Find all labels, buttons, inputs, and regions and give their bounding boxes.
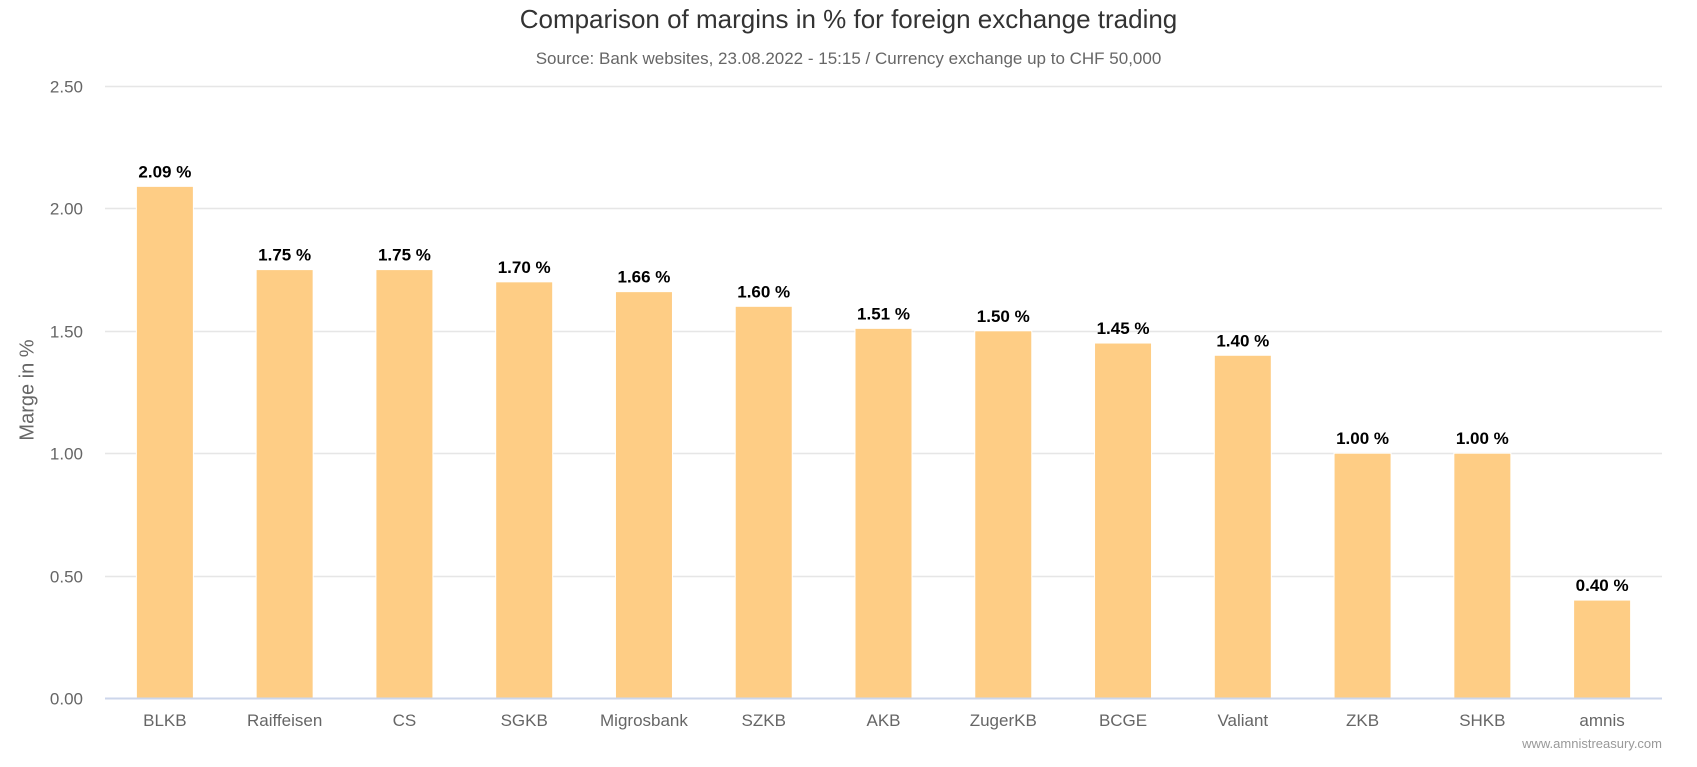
y-tick-label: 2.50	[50, 78, 83, 97]
y-tick-label: 1.50	[50, 323, 83, 342]
x-tick-label: CS	[393, 711, 417, 730]
credits-link[interactable]: www.amnistreasury.com	[1522, 736, 1662, 751]
data-labels: 2.09 % 1.75 % 1.75 % 1.70 % 1.66 % 1.60 % 1.51…	[138, 162, 1628, 595]
bar-zkb[interactable]	[1333, 452, 1392, 699]
x-tick-label: SGKB	[501, 711, 548, 730]
x-tick-label: SHKB	[1459, 711, 1505, 730]
chart-title: Comparison of margins in % for foreign e…	[519, 4, 1178, 34]
bar-shkb[interactable]	[1453, 452, 1512, 699]
bar-amnis[interactable]	[1573, 599, 1632, 699]
data-label: 1.75 %	[378, 246, 431, 265]
data-label: 1.45 %	[1097, 319, 1150, 338]
x-tick-label: AKB	[866, 711, 900, 730]
x-tick-label: ZugerKB	[970, 711, 1037, 730]
bar-migrosbank[interactable]	[614, 291, 673, 699]
x-tick-label: Valiant	[1217, 711, 1268, 730]
data-label: 1.66 %	[617, 268, 670, 287]
data-label: 1.70 %	[498, 258, 551, 277]
y-tick-label: 2.00	[50, 200, 83, 219]
data-label: 1.51 %	[857, 304, 910, 323]
x-tick-label: BCGE	[1099, 711, 1147, 730]
bar-cs[interactable]	[375, 269, 434, 699]
bar-sgkb[interactable]	[495, 281, 554, 699]
bar-szkb[interactable]	[734, 305, 793, 699]
x-tick-label: Migrosbank	[600, 711, 688, 730]
bar-akb[interactable]	[854, 327, 913, 699]
data-label: 1.00 %	[1456, 429, 1509, 448]
x-tick-label: BLKB	[143, 711, 186, 730]
bar-zugerkb[interactable]	[974, 330, 1033, 699]
bar-bcge[interactable]	[1094, 342, 1153, 699]
x-axis-ticks: BLKB Raiffeisen CS SGKB Migrosbank SZKB AKB Zug…	[143, 711, 1625, 730]
bar-valiant[interactable]	[1213, 354, 1272, 699]
data-label: 0.40 %	[1576, 576, 1629, 595]
data-label: 2.09 %	[138, 162, 191, 181]
y-tick-label: 0.50	[50, 568, 83, 587]
bar-series	[135, 185, 1632, 699]
x-tick-label: amnis	[1579, 711, 1624, 730]
y-tick-label: 1.00	[50, 445, 83, 464]
y-axis-ticks: 0.00 0.50 1.00 1.50 2.00 2.50	[50, 78, 83, 709]
data-label: 1.00 %	[1336, 429, 1389, 448]
bar-raiffeisen[interactable]	[255, 269, 314, 699]
data-label: 1.75 %	[258, 246, 311, 265]
data-label: 1.40 %	[1216, 331, 1269, 350]
bar-blkb[interactable]	[135, 185, 194, 699]
x-tick-label: ZKB	[1346, 711, 1379, 730]
y-tick-label: 0.00	[50, 690, 83, 709]
data-label: 1.50 %	[977, 307, 1030, 326]
data-label: 1.60 %	[737, 282, 790, 301]
chart-subtitle: Source: Bank websites, 23.08.2022 - 15:1…	[535, 49, 1162, 68]
y-axis-title: Marge in %	[16, 339, 39, 441]
x-tick-label: SZKB	[742, 711, 786, 730]
x-tick-label: Raiffeisen	[247, 711, 322, 730]
